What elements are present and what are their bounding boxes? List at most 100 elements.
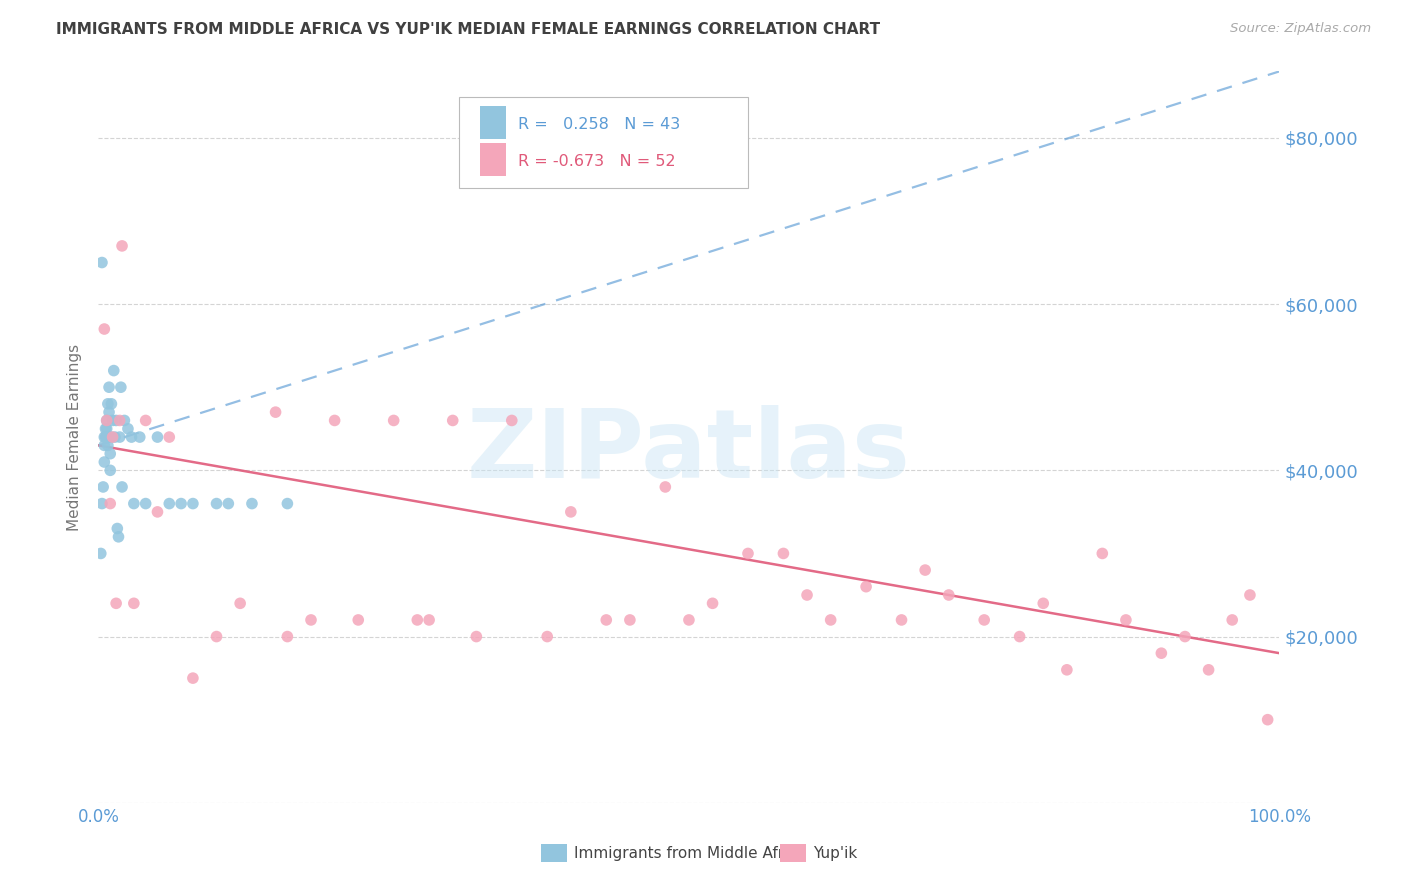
- Point: [157, 430, 180, 444]
- Point: [181, 497, 204, 511]
- Point: [465, 630, 488, 644]
- Point: [93, 438, 115, 452]
- Point: [121, 430, 143, 444]
- Point: [229, 596, 252, 610]
- Point: [299, 613, 322, 627]
- Point: [93, 455, 115, 469]
- Point: [96, 413, 118, 427]
- Point: [93, 322, 115, 336]
- Point: [181, 671, 204, 685]
- Point: [1032, 596, 1054, 610]
- Point: [105, 596, 128, 610]
- Point: [1198, 663, 1220, 677]
- Point: [619, 613, 641, 627]
- Point: [536, 630, 558, 644]
- Point: [94, 422, 117, 436]
- Y-axis label: Median Female Earnings: Median Female Earnings: [67, 343, 83, 531]
- Point: [100, 397, 122, 411]
- Point: [382, 413, 405, 427]
- Point: [91, 497, 114, 511]
- Point: [96, 430, 118, 444]
- Point: [105, 521, 128, 535]
- Point: [890, 613, 912, 627]
- Point: [702, 596, 724, 610]
- Point: [938, 588, 960, 602]
- Point: [264, 405, 287, 419]
- FancyBboxPatch shape: [458, 97, 748, 188]
- Point: [1220, 613, 1243, 627]
- Point: [105, 413, 128, 427]
- Point: [1056, 663, 1078, 677]
- Point: [98, 405, 121, 419]
- Text: Source: ZipAtlas.com: Source: ZipAtlas.com: [1230, 22, 1371, 36]
- Point: [96, 413, 118, 427]
- Point: [973, 613, 995, 627]
- Point: [1091, 546, 1114, 560]
- Point: [240, 497, 263, 511]
- Point: [91, 255, 114, 269]
- Text: ZIPatlas: ZIPatlas: [467, 405, 911, 499]
- Point: [1008, 630, 1031, 644]
- Point: [98, 447, 121, 461]
- Point: [112, 413, 135, 427]
- Point: [323, 413, 346, 427]
- Point: [98, 463, 121, 477]
- Point: [205, 497, 228, 511]
- Point: [796, 588, 818, 602]
- Point: [100, 430, 122, 444]
- Text: Yup'ik: Yup'ik: [813, 847, 856, 861]
- Point: [111, 239, 134, 253]
- Point: [103, 363, 125, 377]
- Point: [110, 380, 132, 394]
- Point: [406, 613, 429, 627]
- Point: [135, 413, 157, 427]
- Point: [170, 497, 193, 511]
- Point: [276, 630, 298, 644]
- Point: [128, 430, 150, 444]
- Point: [1174, 630, 1197, 644]
- Point: [820, 613, 842, 627]
- FancyBboxPatch shape: [479, 143, 506, 176]
- Point: [855, 580, 877, 594]
- Point: [93, 430, 115, 444]
- Point: [97, 438, 120, 452]
- Point: [205, 630, 228, 644]
- Point: [101, 413, 124, 427]
- Point: [560, 505, 582, 519]
- Point: [96, 422, 118, 436]
- Point: [217, 497, 239, 511]
- Point: [90, 546, 112, 560]
- FancyBboxPatch shape: [479, 106, 506, 139]
- Point: [111, 480, 134, 494]
- Point: [678, 613, 700, 627]
- Point: [101, 430, 124, 444]
- Text: IMMIGRANTS FROM MIDDLE AFRICA VS YUP'IK MEDIAN FEMALE EARNINGS CORRELATION CHART: IMMIGRANTS FROM MIDDLE AFRICA VS YUP'IK …: [56, 22, 880, 37]
- Point: [276, 497, 298, 511]
- Point: [737, 546, 759, 560]
- Point: [1257, 713, 1279, 727]
- Point: [347, 613, 370, 627]
- Point: [122, 497, 145, 511]
- Point: [501, 413, 523, 427]
- Point: [108, 413, 131, 427]
- Point: [418, 613, 440, 627]
- Point: [98, 380, 121, 394]
- Point: [104, 430, 127, 444]
- Point: [146, 505, 169, 519]
- Point: [107, 530, 129, 544]
- Point: [441, 413, 464, 427]
- Point: [146, 430, 169, 444]
- Point: [117, 422, 139, 436]
- Point: [772, 546, 794, 560]
- Point: [94, 430, 117, 444]
- Point: [1115, 613, 1137, 627]
- Point: [97, 397, 120, 411]
- Text: R = -0.673   N = 52: R = -0.673 N = 52: [517, 153, 675, 169]
- Text: R =   0.258   N = 43: R = 0.258 N = 43: [517, 117, 681, 132]
- Point: [654, 480, 676, 494]
- Point: [135, 497, 157, 511]
- Point: [1239, 588, 1261, 602]
- Point: [108, 430, 131, 444]
- Point: [157, 497, 180, 511]
- Point: [914, 563, 936, 577]
